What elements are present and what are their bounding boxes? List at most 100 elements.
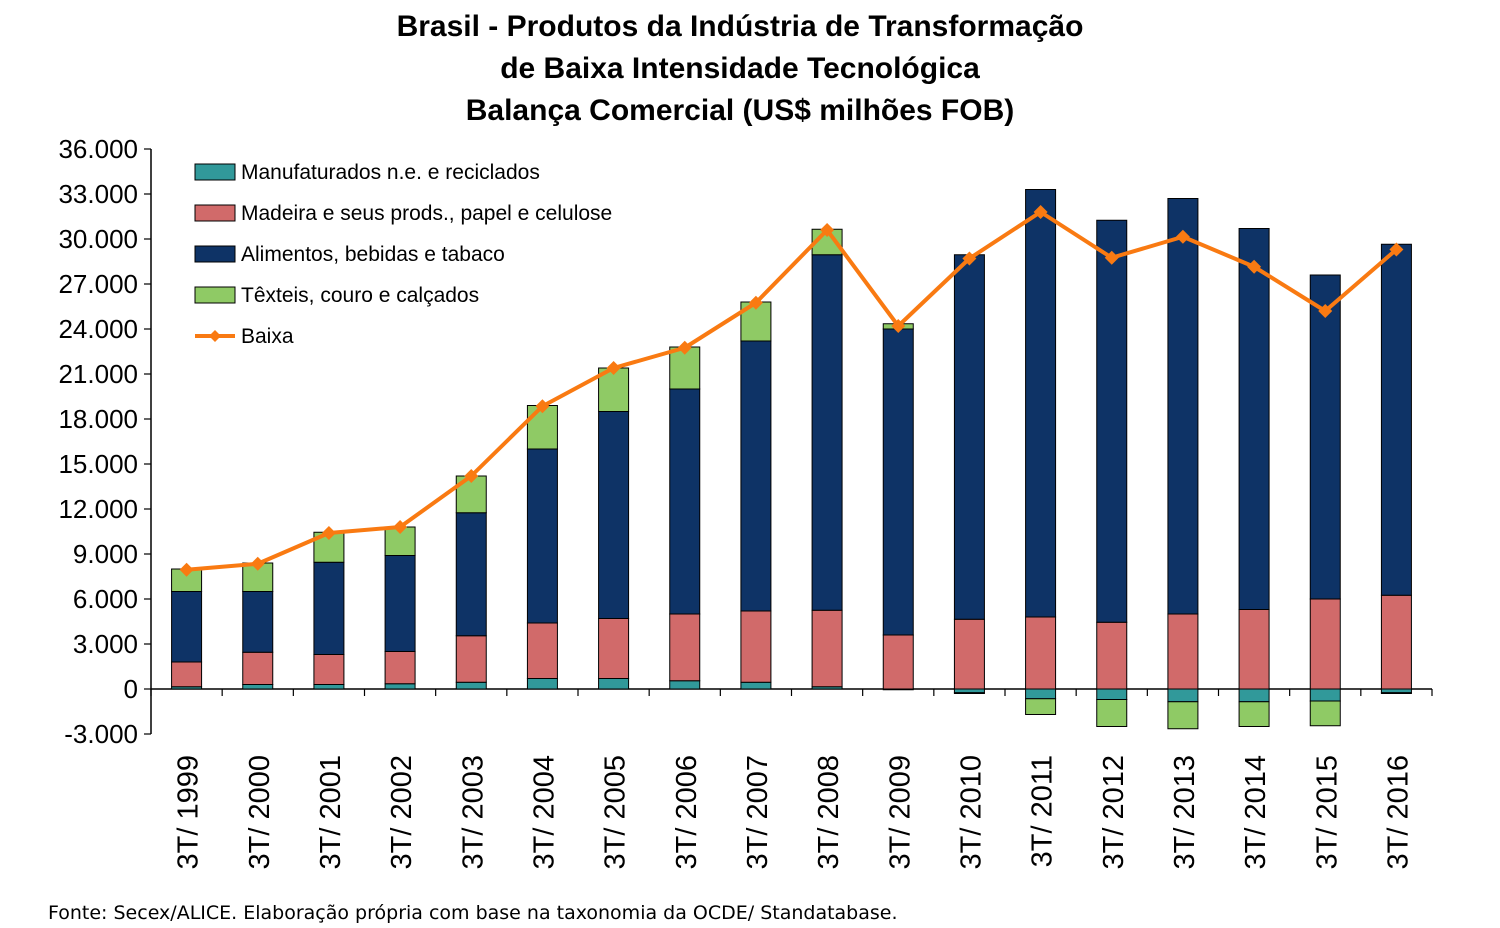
bar-texteis-couro-e-calcados [1096,699,1128,727]
bar-texteis-couro-e-calcados [1167,701,1199,730]
point-baixa [321,526,336,540]
x-tick-label: 3T/ 2011 [1027,755,1059,867]
y-tick-label: 6.000 [73,584,138,614]
bar-madeira-e-seus-prods-papel-e-celulose [882,634,914,690]
bar-madeira-e-seus-prods-papel-e-celulose [953,618,985,690]
bar-manufaturados-n-e-e-reciclados [1096,688,1128,700]
legend-swatch-alimentos-bebidas-e-tabaco [194,245,236,263]
bar-alimentos-bebidas-e-tabaco [1096,219,1128,623]
bar-madeira-e-seus-prods-papel-e-celulose [811,609,843,688]
bar-manufaturados-n-e-e-reciclados [953,688,985,694]
bar-alimentos-bebidas-e-tabaco [384,555,416,652]
y-tick-label: 36.000 [58,134,138,164]
x-tick-label: 3T/ 2006 [671,755,703,869]
x-tick-label: 3T/ 2005 [600,755,632,869]
x-tick-label: 3T/ 2010 [955,755,987,869]
x-tick-label: 3T/ 2001 [315,755,347,869]
legend-swatch-manufaturados-n-e-e-reciclados [194,163,236,181]
bar-madeira-e-seus-prods-papel-e-celulose [171,661,203,688]
bar-alimentos-bebidas-e-tabaco [1238,228,1270,610]
bar-alimentos-bebidas-e-tabaco [740,340,772,612]
bar-manufaturados-n-e-e-reciclados [669,680,701,690]
y-tick-label: 9.000 [73,539,138,569]
point-baixa [1104,250,1119,265]
bar-madeira-e-seus-prods-papel-e-celulose [313,654,345,685]
bar-alimentos-bebidas-e-tabaco [526,448,558,624]
y-tick-label: 3.000 [73,629,138,659]
bar-madeira-e-seus-prods-papel-e-celulose [1096,621,1128,690]
y-tick-label: 0 [124,674,138,704]
y-tick-label: 21.000 [58,359,138,389]
x-tick-label: 3T/ 2015 [1311,755,1343,869]
x-tick-label: 3T/ 2016 [1382,755,1414,869]
point-baixa [1318,304,1333,318]
x-tick-label: 3T/ 2014 [1240,755,1272,869]
bar-texteis-couro-e-calcados [669,346,701,390]
line-baixa [186,210,1398,572]
bar-texteis-couro-e-calcados [953,692,985,694]
bar-alimentos-bebidas-e-tabaco [455,512,487,637]
bar-madeira-e-seus-prods-papel-e-celulose [1380,594,1412,690]
legend-label-madeira-e-seus-prods-papel-e-celulose: Madeira e seus prods., papel e celulose [241,202,612,225]
x-tick-label: 3T/ 2003 [457,755,489,869]
bar-madeira-e-seus-prods-papel-e-celulose [455,635,487,683]
bar-manufaturados-n-e-e-reciclados [242,684,274,690]
bar-manufaturados-n-e-e-reciclados [740,681,772,690]
bar-madeira-e-seus-prods-papel-e-celulose [598,618,630,679]
x-tick-label: 3T/ 2000 [244,755,276,869]
legend-label-manufaturados-n-e-e-reciclados: Manufaturados n.e. e reciclados [241,161,540,184]
y-tick-label: 24.000 [58,314,138,344]
legend-label-alimentos-bebidas-e-tabaco: Alimentos, bebidas e tabaco [241,243,505,266]
bar-madeira-e-seus-prods-papel-e-celulose [1167,613,1199,690]
bar-alimentos-bebidas-e-tabaco [882,328,914,636]
bar-alimentos-bebidas-e-tabaco [242,591,274,653]
bar-manufaturados-n-e-e-reciclados [384,683,416,690]
bar-alimentos-bebidas-e-tabaco [669,388,701,615]
bar-madeira-e-seus-prods-papel-e-celulose [526,622,558,679]
x-tick-label: 3T/ 2012 [1098,755,1130,869]
x-tick-label: 3T/ 2007 [742,755,774,869]
bar-alimentos-bebidas-e-tabaco [1380,243,1412,596]
x-tick-label: 3T/ 1999 [173,755,205,869]
bar-texteis-couro-e-calcados [1025,698,1057,715]
source-note: Fonte: Secex/ALICE. Elaboração própria c… [48,902,898,924]
bar-manufaturados-n-e-e-reciclados [1238,688,1270,703]
bar-texteis-couro-e-calcados [1238,701,1270,727]
bar-madeira-e-seus-prods-papel-e-celulose [1238,609,1270,690]
y-tick-label: 30.000 [58,224,138,254]
point-baixa [1247,259,1262,274]
bar-madeira-e-seus-prods-papel-e-celulose [1309,598,1341,690]
point-baixa [250,556,265,571]
bar-manufaturados-n-e-e-reciclados [1025,688,1057,700]
bar-manufaturados-n-e-e-reciclados [455,681,487,690]
bar-manufaturados-n-e-e-reciclados [526,678,558,690]
bar-madeira-e-seus-prods-papel-e-celulose [1025,616,1057,690]
legend-swatch-texteis-couro-e-calcados [194,286,236,304]
x-tick-label: 3T/ 2013 [1169,755,1201,869]
legend-marker-baixa [209,330,221,342]
bar-alimentos-bebidas-e-tabaco [1309,274,1341,600]
bar-madeira-e-seus-prods-papel-e-celulose [669,613,701,682]
point-baixa [535,399,550,414]
chart-title-line-2: de Baixa Intensidade Tecnológica [500,52,980,85]
point-baixa [677,340,692,355]
point-baixa [1175,229,1190,244]
point-baixa [1033,205,1048,219]
y-tick-label: 27.000 [58,269,138,299]
bar-alimentos-bebidas-e-tabaco [953,254,985,620]
point-baixa [891,319,906,333]
x-tick-label: 3T/ 2008 [813,755,845,869]
bar-alimentos-bebidas-e-tabaco [1025,189,1057,618]
x-tick-label: 3T/ 2009 [884,755,916,869]
y-tick-label: 33.000 [58,179,138,209]
bar-manufaturados-n-e-e-reciclados [598,678,630,690]
bar-alimentos-bebidas-e-tabaco [1167,198,1199,615]
x-tick-label: 3T/ 2004 [528,755,560,869]
bar-madeira-e-seus-prods-papel-e-celulose [242,651,274,685]
point-baixa [962,251,977,266]
legend-label-baixa: Baixa [241,325,294,348]
y-tick-label: 12.000 [58,494,138,524]
bar-alimentos-bebidas-e-tabaco [313,561,345,655]
